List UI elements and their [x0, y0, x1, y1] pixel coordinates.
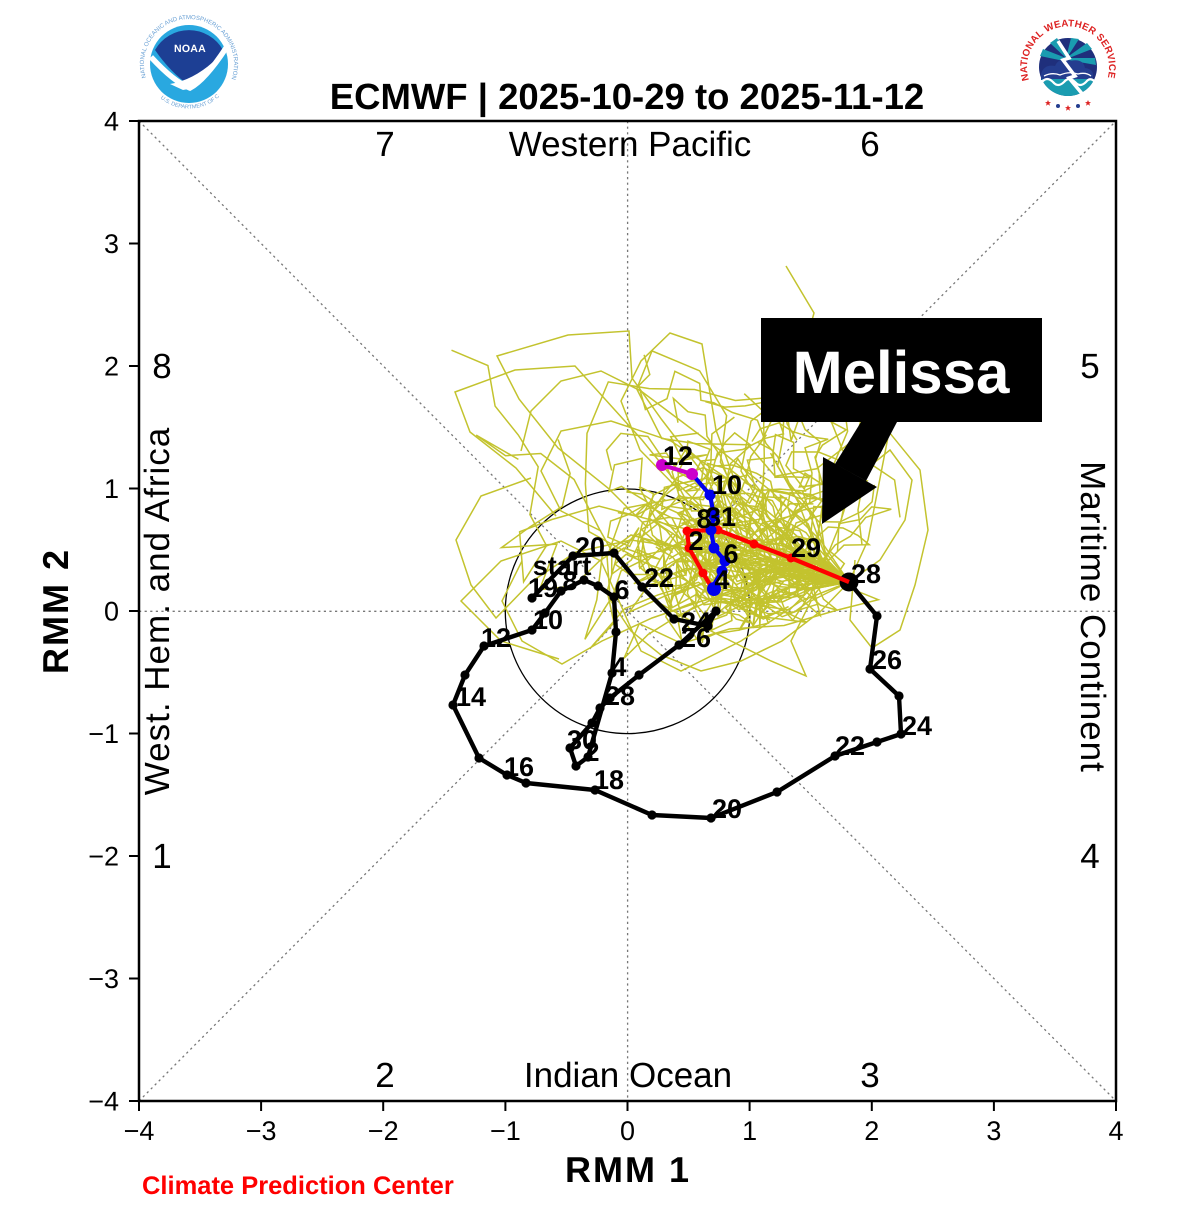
svg-text:4: 4	[714, 565, 729, 595]
svg-text:22: 22	[835, 731, 865, 761]
svg-text:−3: −3	[246, 1116, 277, 1146]
svg-text:Western Pacific: Western Pacific	[509, 125, 752, 164]
svg-text:7: 7	[375, 125, 394, 164]
svg-text:NOAA: NOAA	[174, 43, 206, 55]
svg-text:20: 20	[712, 794, 742, 824]
svg-text:4: 4	[1080, 837, 1099, 876]
svg-text:1: 1	[152, 837, 171, 876]
svg-text:31: 31	[706, 502, 736, 532]
svg-text:6: 6	[723, 539, 738, 569]
svg-text:22: 22	[644, 563, 674, 593]
svg-text:−4: −4	[88, 1087, 119, 1117]
svg-text:20: 20	[575, 532, 605, 562]
svg-text:16: 16	[504, 752, 534, 782]
svg-text:−3: −3	[88, 964, 119, 994]
svg-text:0: 0	[104, 597, 119, 627]
svg-text:Melissa: Melissa	[793, 339, 1010, 406]
svg-text:2: 2	[104, 352, 119, 382]
svg-text:30: 30	[567, 725, 597, 755]
svg-text:4: 4	[104, 107, 119, 137]
svg-text:6: 6	[860, 125, 879, 164]
svg-text:26: 26	[872, 645, 902, 675]
svg-text:Climate Prediction Center: Climate Prediction Center	[142, 1172, 454, 1200]
svg-text:4: 4	[611, 652, 626, 682]
svg-text:19: 19	[528, 573, 558, 603]
svg-text:ECMWF | 2025-10-29 to 2025-11-: ECMWF | 2025-10-29 to 2025-11-12	[330, 76, 924, 118]
svg-text:6: 6	[614, 575, 629, 605]
svg-text:24: 24	[902, 711, 932, 741]
svg-text:5: 5	[1080, 347, 1099, 386]
svg-text:Indian Ocean: Indian Ocean	[524, 1056, 732, 1095]
svg-text:18: 18	[594, 765, 624, 795]
svg-text:12: 12	[663, 441, 693, 471]
svg-text:−2: −2	[88, 842, 119, 872]
svg-text:RMM 2: RMM 2	[35, 548, 76, 674]
svg-text:8: 8	[696, 504, 711, 534]
svg-text:28: 28	[851, 559, 881, 589]
svg-text:24: 24	[681, 607, 711, 637]
svg-text:−4: −4	[124, 1116, 155, 1146]
svg-text:3: 3	[860, 1056, 879, 1095]
svg-text:29: 29	[791, 533, 821, 563]
svg-text:2: 2	[864, 1116, 879, 1146]
svg-text:12: 12	[481, 623, 511, 653]
svg-text:8: 8	[152, 347, 171, 386]
svg-text:3: 3	[104, 229, 119, 259]
svg-text:10: 10	[533, 605, 563, 635]
svg-text:0: 0	[620, 1116, 635, 1146]
svg-text:2: 2	[375, 1056, 394, 1095]
svg-text:−2: −2	[368, 1116, 399, 1146]
svg-text:26: 26	[681, 623, 711, 653]
svg-text:2: 2	[584, 737, 599, 767]
svg-text:−1: −1	[88, 719, 119, 749]
svg-text:14: 14	[456, 682, 486, 712]
svg-text:8: 8	[562, 566, 577, 596]
svg-text:10: 10	[712, 470, 742, 500]
svg-text:3: 3	[986, 1116, 1001, 1146]
svg-text:1: 1	[104, 474, 119, 504]
svg-text:1: 1	[742, 1116, 757, 1146]
svg-text:−1: −1	[490, 1116, 521, 1146]
svg-text:4: 4	[1108, 1116, 1123, 1146]
svg-text:Maritime Continent: Maritime Continent	[1073, 461, 1112, 773]
svg-text:start: start	[533, 551, 592, 581]
svg-text:RMM 1: RMM 1	[565, 1149, 691, 1190]
svg-text:West. Hem. and Africa: West. Hem. and Africa	[138, 427, 177, 796]
svg-text:2: 2	[688, 526, 703, 556]
svg-text:28: 28	[605, 681, 635, 711]
